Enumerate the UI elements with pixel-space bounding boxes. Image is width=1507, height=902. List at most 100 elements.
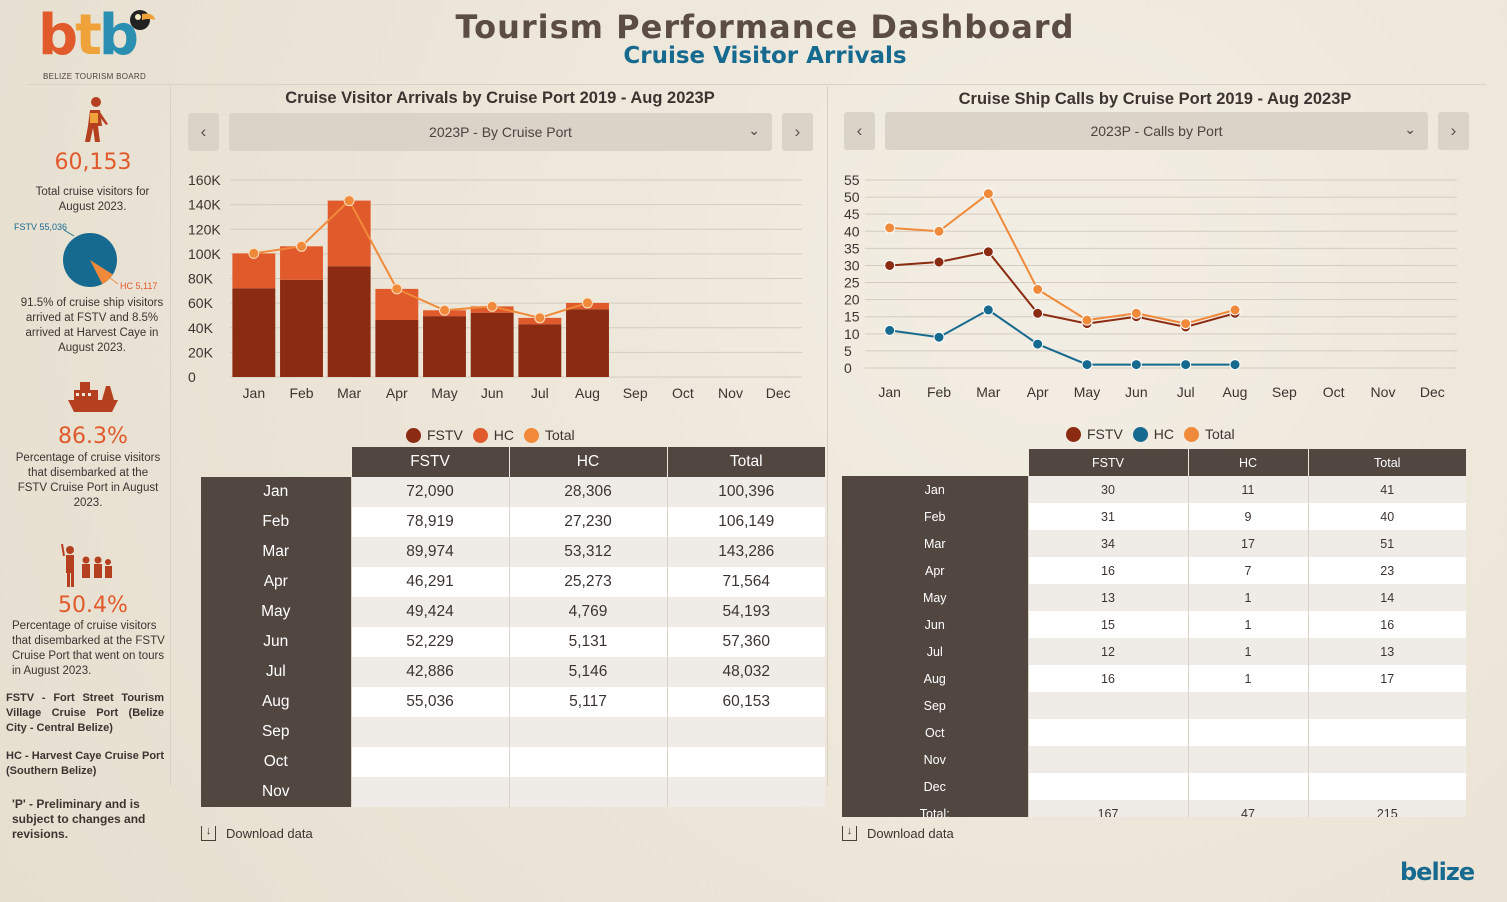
logo-wordmark: btb [38,3,139,68]
table-cell: 71,564 [666,567,825,597]
table-row: Jun 52,229 5,131 57,360 [201,627,825,657]
pie-description: 91.5% of cruise ship visitors arrived at… [20,297,164,354]
logo-subtitle: BELIZE TOURISM BOARD [43,72,147,81]
table-cell: 7 [1187,557,1308,584]
table-row: Sep [201,717,825,747]
hc-point [1081,359,1093,371]
table-cell [666,717,825,747]
y-tick-label: 0 [188,369,196,385]
y-tick-label: 120K [188,221,221,237]
table-cell: 9 [1187,503,1308,530]
left-download-button[interactable]: ↓ Download data [201,826,313,841]
table-cell [1187,692,1308,719]
download-icon: ↓ [842,826,857,841]
right-download-button[interactable]: ↓ Download data [842,826,954,841]
column-header: FSTV [1027,449,1188,476]
kpi-fstv-share: 86.3% [58,424,128,449]
x-tick-label: Feb [927,384,951,400]
row-label: Jul [201,657,351,687]
table-cell: 52,229 [350,627,509,657]
right-prev-button[interactable]: ‹ [844,112,875,150]
row-label: Mar [201,537,351,567]
page-title: Tourism Performance Dashboard [455,8,1075,46]
fstv-swatch [406,427,421,443]
pie-label-fstv: FSTV 55,036 [14,222,67,232]
table-cell: 25,273 [508,567,667,597]
y-tick-label: 60K [188,295,214,311]
total-point [1032,283,1044,295]
table-cell: 16 [1307,611,1466,638]
x-tick-label: Jun [481,385,504,401]
table-row: Sep [842,692,1466,719]
table-cell [1027,746,1188,773]
table-corner [201,447,351,477]
x-tick-label: May [431,385,457,401]
table-row: Mar 89,974 53,312 143,286 [201,537,825,567]
cruise-ship-icon [68,382,118,412]
table-row: Aug 16 1 17 [842,665,1466,692]
row-label: Jul [842,638,1028,665]
x-tick-label: Jan [243,385,266,401]
table-cell: 15 [1027,611,1188,638]
y-tick-label: 160K [188,172,221,188]
table-cell: 42,886 [350,657,509,687]
right-panel-title: Cruise Ship Calls by Cruise Port 2019 - … [958,90,1352,108]
row-label: Jun [842,611,1028,638]
column-header: HC [1187,449,1308,476]
table-cell: 72,090 [350,477,509,507]
bar-hc [327,200,371,267]
download-icon: ↓ [201,826,216,841]
hc-point [933,331,945,343]
right-next-button[interactable]: › [1438,112,1469,150]
x-tick-label: Nov [718,385,743,401]
chevron-down-icon: ⌄ [1404,121,1416,137]
bar-hc [232,253,276,289]
row-label: Mar [842,530,1028,557]
table-cell [1027,692,1188,719]
bar-fstv [280,279,323,377]
y-tick-label: 50 [844,189,860,205]
table-cell [350,717,509,747]
row-label: Aug [842,665,1028,692]
table-cell: 48,032 [666,657,825,687]
x-tick-label: Oct [672,385,694,401]
left-next-button[interactable]: › [782,113,813,151]
header-divider [28,84,1486,85]
table-cell: 143,286 [666,537,825,567]
table-cell [666,777,825,807]
y-tick-label: 25 [844,275,860,291]
table-cell: 5,146 [508,657,667,687]
fstv-point [982,246,994,258]
table-cell [508,747,667,777]
x-tick-label: Jun [1125,384,1148,400]
x-tick-label: Aug [1223,384,1248,400]
table-cell: 41 [1307,476,1466,503]
table-cell: 53,312 [508,537,667,567]
total-point [933,225,945,237]
left-port-dropdown[interactable]: 2023P - By Cruise Port ⌄ [229,113,772,151]
table-row: Oct [842,719,1466,746]
x-tick-label: Oct [1323,384,1345,400]
bar-fstv [566,309,609,377]
hc-point [982,304,994,316]
row-label: Oct [842,719,1028,746]
table-cell: 106,149 [666,507,825,537]
note-preliminary: 'P' - Preliminary and is subject to chan… [12,797,146,841]
row-label: Apr [201,567,351,597]
table-row: Apr 46,291 25,273 71,564 [201,567,825,597]
y-tick-label: 30 [844,257,860,273]
table-row: Aug 55,036 5,117 60,153 [201,687,825,717]
table-cell: 46,291 [350,567,509,597]
row-label: Nov [842,746,1028,773]
row-label: Feb [842,503,1028,530]
total-point [248,247,260,259]
table-cell: 16 [1027,665,1188,692]
left-panel-title: Cruise Visitor Arrivals by Cruise Port 2… [285,89,715,107]
x-tick-label: Dec [766,385,791,401]
total-point [1081,314,1093,326]
note-hc: HC - Harvest Caye Cruise Port (Southern … [6,750,164,777]
table-cell: 78,919 [350,507,509,537]
left-prev-button[interactable]: ‹ [188,113,219,151]
right-port-dropdown[interactable]: 2023P - Calls by Port ⌄ [885,112,1428,150]
table-cell [1027,719,1188,746]
